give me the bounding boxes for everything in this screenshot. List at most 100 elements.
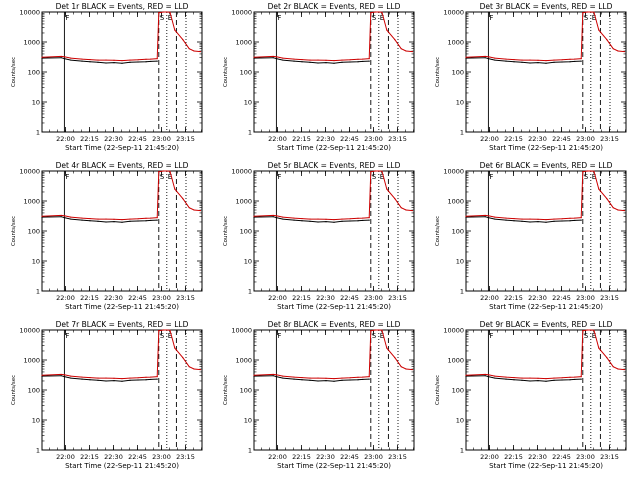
point-lld: [370, 171, 372, 173]
x-tick-label: 22:30: [104, 294, 123, 302]
point-lld: [145, 58, 147, 60]
point-events: [272, 216, 274, 218]
point-events: [60, 375, 62, 377]
point-lld: [341, 59, 343, 61]
marker-label-F: F: [489, 14, 493, 22]
point-events: [487, 57, 489, 60]
point-lld: [282, 216, 284, 218]
marker-label-E: E: [592, 332, 596, 340]
y-tick-label: 1: [248, 447, 252, 455]
point-events: [553, 61, 555, 63]
point-lld: [357, 58, 359, 60]
point-events: [537, 221, 539, 223]
x-axis-label: Start Time (22-Sep-11 21:45:20): [65, 303, 179, 311]
point-lld: [537, 218, 539, 220]
point-lld: [612, 207, 614, 209]
x-tick-label: 23:00: [576, 294, 595, 302]
point-lld: [484, 373, 486, 376]
point-events: [580, 378, 582, 380]
point-lld: [487, 56, 489, 58]
point-lld: [505, 217, 507, 219]
point-lld: [394, 39, 396, 41]
y-axis-label: Counts/sec: [435, 375, 441, 405]
x-tick-label: 22:00: [480, 294, 499, 302]
marker-label-E: E: [168, 14, 172, 22]
plot-frame: [253, 329, 415, 451]
point-events: [145, 220, 147, 222]
y-axis-label: Counts/sec: [11, 216, 17, 246]
point-lld: [617, 368, 619, 370]
y-tick-label: 10000: [443, 168, 464, 176]
x-tick-label: 22:45: [552, 294, 571, 302]
point-events: [97, 220, 99, 222]
point-lld: [63, 56, 65, 58]
x-tick-label: 22:30: [316, 294, 335, 302]
point-lld: [333, 218, 335, 221]
point-events: [362, 60, 364, 63]
point-events: [569, 61, 571, 63]
y-tick-label: 1: [36, 288, 40, 296]
x-tick-label: 23:15: [176, 135, 195, 143]
x-tick-label: 23:00: [364, 453, 383, 461]
y-axis-label: Counts/sec: [435, 216, 441, 246]
x-tick-label: 23:15: [176, 453, 195, 461]
point-events: [89, 61, 91, 63]
panel-title: Det 3r BLACK = Events, RED = LLD: [480, 2, 613, 11]
x-tick-label: 22:45: [128, 135, 147, 143]
point-lld: [400, 207, 402, 209]
point-events: [89, 379, 91, 381]
point-lld: [156, 57, 158, 60]
point-lld: [545, 59, 547, 62]
point-events: [309, 220, 311, 222]
point-events: [465, 375, 467, 377]
panel-title: Det 7r BLACK = Events, RED = LLD: [56, 320, 189, 329]
y-tick-label: 100: [28, 69, 40, 77]
point-lld: [375, 170, 377, 172]
point-lld: [81, 58, 83, 60]
x-tick-label: 22:00: [56, 453, 75, 461]
point-lld: [505, 376, 507, 378]
point-events: [60, 57, 62, 59]
point-lld: [494, 57, 496, 59]
y-tick-label: 1000: [235, 198, 252, 206]
point-events: [81, 378, 83, 380]
y-tick-label: 10: [244, 258, 252, 266]
y-tick-label: 100: [240, 387, 252, 395]
point-lld: [537, 59, 539, 61]
x-tick-label: 22:45: [128, 294, 147, 302]
point-lld: [145, 376, 147, 378]
y-tick-label: 10000: [443, 327, 464, 335]
point-events: [105, 380, 107, 382]
point-events: [545, 380, 547, 382]
y-tick-label: 10: [32, 99, 40, 107]
point-events: [301, 379, 303, 381]
point-lld: [275, 374, 277, 376]
plot-frame: [465, 170, 627, 292]
panel-det-5: Det 5r BLACK = Events, RED = LLD 1 10 100 10…: [223, 161, 415, 311]
point-lld: [574, 376, 576, 378]
point-lld: [89, 58, 91, 61]
marker-label-S: S: [160, 14, 165, 22]
point-events: [553, 379, 555, 381]
point-events: [156, 378, 158, 380]
panel-det-2: Det 2r BLACK = Events, RED = LLD 1 10 100 10…: [223, 2, 415, 152]
x-tick-label: 23:00: [152, 294, 171, 302]
x-tick-label: 22:00: [56, 135, 75, 143]
panel-det-9: Det 9r BLACK = Events, RED = LLD 1 10 100 10…: [435, 320, 627, 470]
point-lld: [590, 170, 592, 172]
point-lld: [63, 215, 65, 217]
point-lld: [169, 11, 171, 13]
point-lld: [378, 329, 380, 331]
x-tick-label: 23:15: [388, 135, 407, 143]
point-events: [317, 380, 319, 382]
point-events: [494, 218, 496, 220]
point-lld: [561, 59, 563, 61]
x-tick-label: 23:00: [152, 453, 171, 461]
point-lld: [163, 170, 165, 172]
point-lld: [317, 59, 319, 61]
point-lld: [513, 217, 515, 220]
y-tick-label: 10000: [443, 9, 464, 17]
point-events: [325, 221, 327, 223]
point-lld: [199, 368, 201, 371]
